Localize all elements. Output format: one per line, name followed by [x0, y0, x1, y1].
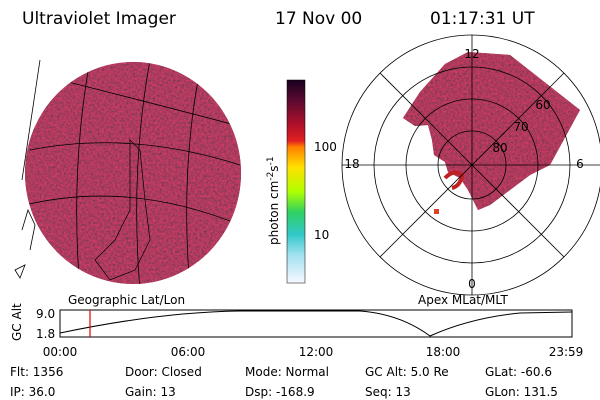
lat-label: 60 [535, 98, 550, 112]
lat-label: 80 [492, 141, 507, 155]
footer-field: Seq: 13 [365, 385, 411, 399]
panel-label: Apex MLat/MLT [418, 293, 508, 307]
lat-label: 70 [513, 120, 528, 134]
timeline-x-label: 00:00 [43, 345, 78, 359]
footer-field: Door: Closed [125, 365, 202, 379]
time: 01:17:31 UT [430, 9, 535, 29]
unit-part: s [267, 165, 281, 171]
footer-field: Mode: Normal [245, 365, 329, 379]
unit-part: -2 [266, 172, 276, 181]
timeline-y-label: 9.0 [36, 307, 55, 321]
timeline-x-label: 18:00 [426, 345, 461, 359]
earth-image [14, 59, 241, 284]
mlt-label: 0 [468, 277, 476, 291]
footer-field: IP: 36.0 [10, 385, 55, 399]
colorbar [286, 79, 306, 284]
date: 17 Nov 00 [275, 9, 362, 29]
timeline: GC Alt 9.0 1.8 00:00 06:00 12:00 18:00 2… [10, 303, 583, 359]
mlt-label: 18 [344, 157, 359, 171]
timeline-x-label: 06:00 [171, 345, 206, 359]
mlt-label: 12 [464, 47, 479, 61]
panel-label: Geographic Lat/Lon [68, 293, 185, 307]
polar-plot: 12 18 6 0 60 70 80 [341, 34, 600, 296]
timeline-x-label: 12:00 [299, 345, 334, 359]
footer-field: Flt: 1356 [10, 365, 63, 379]
footer-field: Gain: 13 [125, 385, 176, 399]
colorbar-tick: 10 [314, 228, 329, 242]
title: Ultraviolet Imager [22, 9, 176, 29]
timeline-axis-label: GC Alt [10, 303, 24, 341]
footer: Flt: 1356 Door: Closed Mode: Normal GC Alt:… [10, 365, 558, 399]
footer-field: GLon: 131.5 [485, 385, 558, 399]
colorbar-unit: photon cm-2s-1 [266, 156, 281, 245]
footer-field: Dsp: -168.9 [245, 385, 315, 399]
colorbar-tick: 100 [314, 140, 337, 154]
mlt-label: 6 [576, 157, 584, 171]
unit-part: -1 [266, 156, 276, 165]
timeline-x-label: 23:59 [549, 345, 584, 359]
timeline-y-label: 1.8 [36, 327, 55, 341]
unit-part: photon cm [267, 181, 281, 245]
footer-field: GC Alt: 5.0 Re [365, 365, 449, 379]
footer-field: GLat: -60.6 [485, 365, 552, 379]
